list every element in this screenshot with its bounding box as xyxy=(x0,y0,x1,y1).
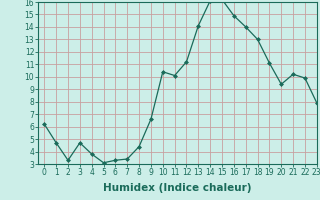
X-axis label: Humidex (Indice chaleur): Humidex (Indice chaleur) xyxy=(103,183,252,193)
